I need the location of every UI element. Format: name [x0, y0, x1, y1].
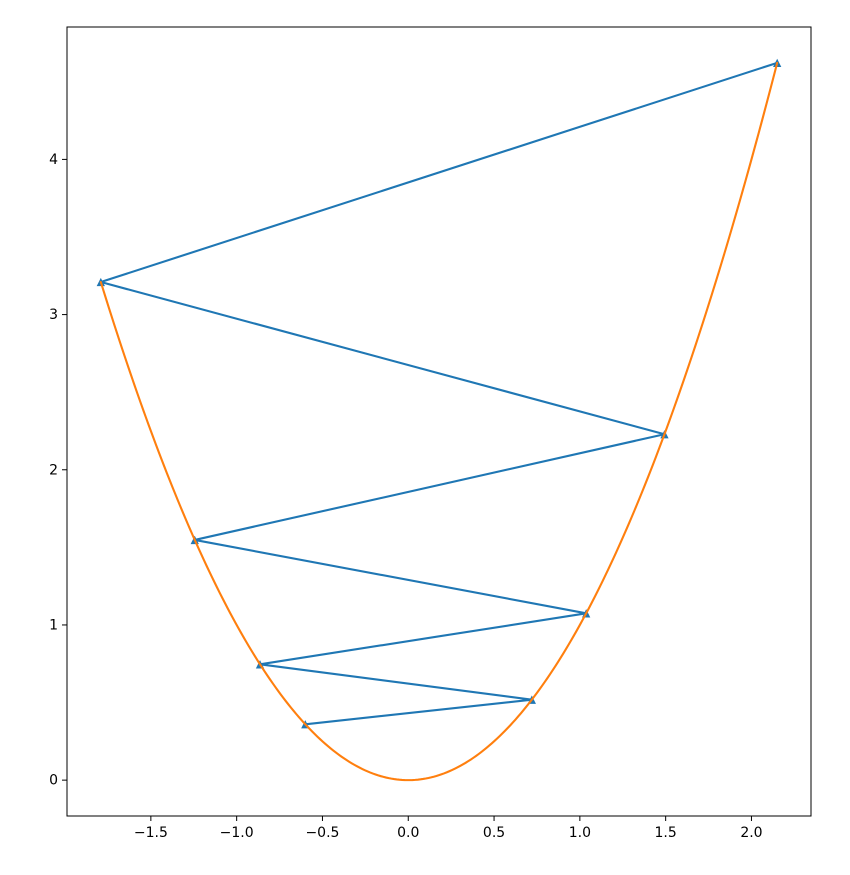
x-tick-label: 1.0 — [569, 825, 591, 841]
x-tick-label: −1.5 — [134, 825, 168, 841]
y-tick-label: 3 — [49, 307, 58, 323]
x-tick-label: 0.0 — [397, 825, 419, 841]
x-tick-label: −0.5 — [305, 825, 339, 841]
y-tick-label: 4 — [49, 152, 58, 168]
axes-frame — [66, 26, 812, 817]
y-tick-label: 0 — [49, 773, 58, 789]
objective-parabola-curve — [99, 61, 779, 782]
y-tick-label: 2 — [49, 462, 58, 478]
gradient-descent-path — [99, 61, 778, 726]
x-tick-label: 2.0 — [740, 825, 762, 841]
y-tick-label: 1 — [49, 617, 58, 633]
x-tick-label: 0.5 — [483, 825, 505, 841]
x-tick-label: 1.5 — [655, 825, 677, 841]
x-tick-label: −1.0 — [220, 825, 254, 841]
